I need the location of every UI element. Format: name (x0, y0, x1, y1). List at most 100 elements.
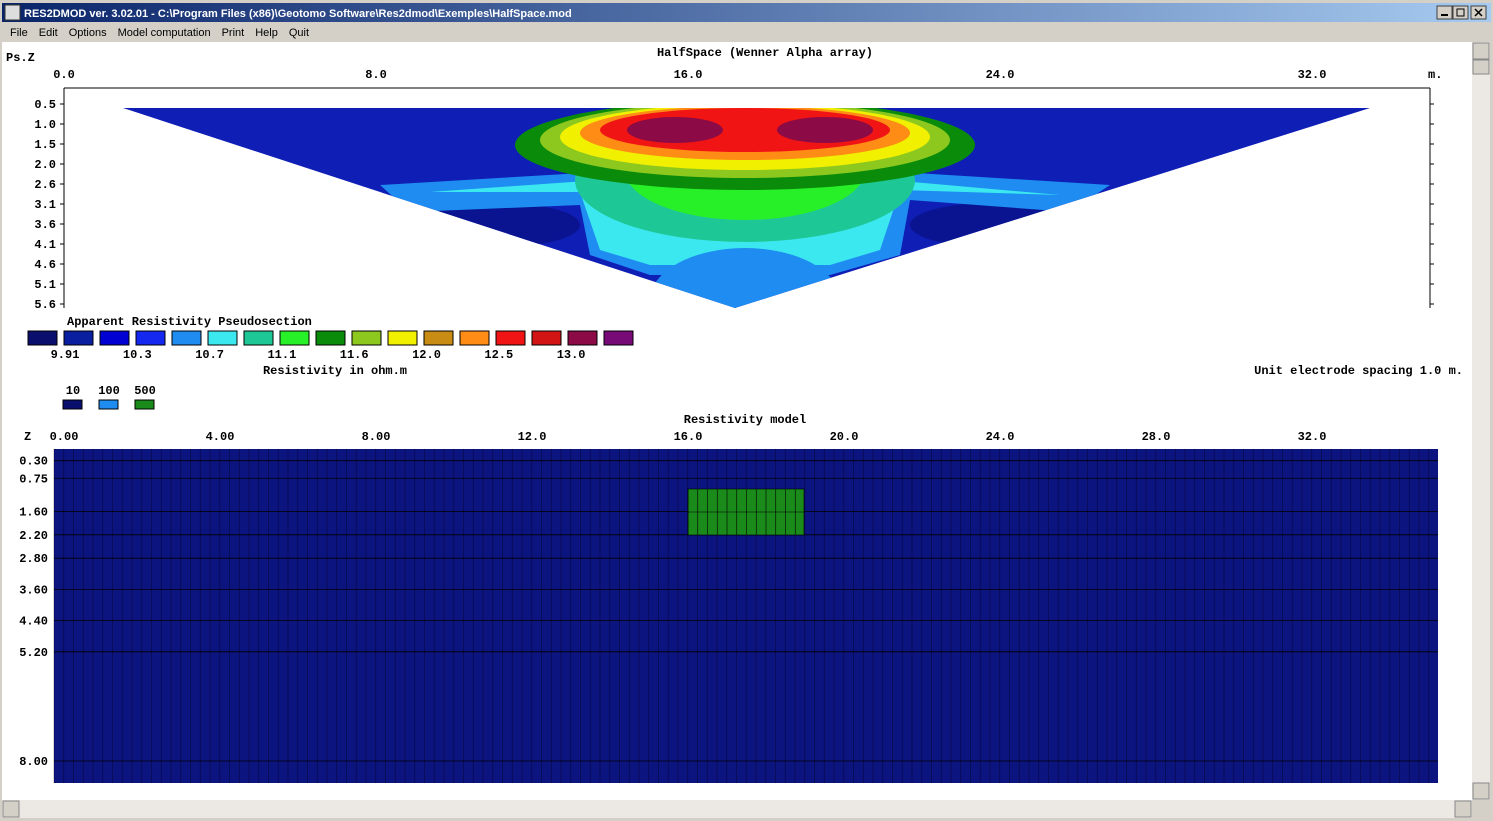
legend-label: 13.0 (557, 348, 586, 362)
unit-label: Resistivity in ohm.m (263, 364, 407, 378)
x-tick-label: 24.0 (986, 68, 1015, 82)
model-depth-tick-label: 2.80 (19, 552, 48, 566)
x-tick-label: 0.0 (53, 68, 75, 82)
scroll-right[interactable] (1454, 800, 1472, 818)
depth-tick-label: 2.0 (34, 158, 56, 172)
model-depth-tick-label: 3.60 (19, 583, 48, 597)
legend-swatch (27, 330, 58, 346)
legend-swatch (315, 330, 346, 346)
contour (777, 117, 873, 143)
model-x-tick-label: 32.0 (1298, 430, 1327, 444)
model-depth-tick-label: 8.00 (19, 755, 48, 769)
model-x-tick-label: 24.0 (986, 430, 1015, 444)
window-controls[interactable] (1436, 5, 1487, 20)
model-depth-tick-label: 4.40 (19, 615, 48, 629)
model-depth-tick-label: 2.20 (19, 529, 48, 543)
depth-tick-label: 0.5 (34, 98, 56, 112)
legend-swatch (99, 330, 130, 346)
contour (627, 117, 723, 143)
menu-item[interactable]: Model computation (118, 27, 211, 39)
vertical-scrollbar[interactable] (1472, 42, 1490, 800)
depth-tick-label: 5.1 (34, 278, 56, 292)
maximize-button[interactable] (1452, 5, 1469, 20)
model-depth-label: Z (24, 430, 31, 444)
legend-label: 10.7 (195, 348, 224, 362)
legend-label: 11.1 (267, 348, 296, 362)
depth-tick-label: 3.1 (34, 198, 56, 212)
menu-item[interactable]: Help (255, 27, 278, 39)
title-bar (2, 3, 1491, 22)
model-depth-tick-label: 0.30 (19, 455, 48, 469)
menu-item[interactable]: Print (222, 27, 245, 39)
legend-swatch (495, 330, 526, 346)
legend-label: 12.0 (412, 348, 441, 362)
minimize-button[interactable] (1436, 5, 1453, 20)
depth-tick-label: 1.5 (34, 138, 56, 152)
model-x-tick-label: 8.00 (362, 430, 391, 444)
legend-swatch (531, 330, 562, 346)
pseudosection-title: HalfSpace (Wenner Alpha array) (657, 46, 873, 60)
legend-swatch (351, 330, 382, 346)
model-legend-label: 100 (98, 384, 120, 398)
x-tick-label: 8.0 (365, 68, 387, 82)
legend-label: 11.6 (340, 348, 369, 362)
depth-tick-label: 5.6 (34, 298, 56, 312)
model-depth-tick-label: 1.60 (19, 505, 48, 519)
legend-label: 12.5 (484, 348, 513, 362)
legend-swatch (171, 330, 202, 346)
spacing-note: Unit electrode spacing 1.0 m. (1254, 364, 1463, 378)
model-x-tick-label: 28.0 (1142, 430, 1171, 444)
scroll-thumb[interactable] (1472, 59, 1490, 75)
legend-swatch (63, 330, 94, 346)
x-tick-label: 16.0 (674, 68, 703, 82)
legend-swatch (279, 330, 310, 346)
menu-item[interactable]: Options (69, 27, 107, 39)
model-legend-swatch (62, 399, 83, 410)
legend-label: 10.3 (123, 348, 152, 362)
model-x-tick-label: 12.0 (518, 430, 547, 444)
model-legend-swatch (98, 399, 119, 410)
legend-swatch (603, 330, 634, 346)
icon (1456, 8, 1465, 17)
x-unit: m. (1428, 68, 1442, 82)
model-legend-label: 500 (134, 384, 156, 398)
legend-swatch (135, 330, 166, 346)
menu-item[interactable]: File (10, 27, 28, 39)
depth-tick-label: 2.6 (34, 178, 56, 192)
model-legend-label: 10 (66, 384, 80, 398)
legend-swatch (387, 330, 418, 346)
app-icon (4, 4, 21, 21)
scroll-up[interactable] (1472, 42, 1490, 60)
depth-tick-label: 3.6 (34, 218, 56, 232)
legend-swatch (207, 330, 238, 346)
x-tick-label: 32.0 (1298, 68, 1327, 82)
window-title: RES2DMOD ver. 3.02.01 - C:\Program Files… (24, 8, 572, 20)
scroll-down[interactable] (1472, 782, 1490, 800)
depth-label: Ps.Z (6, 51, 35, 65)
legend-swatch (567, 330, 598, 346)
depth-tick-label: 4.6 (34, 258, 56, 272)
legend-swatch (459, 330, 490, 346)
model-depth-tick-label: 0.75 (19, 472, 48, 486)
legend-swatch (243, 330, 274, 346)
model-legend-swatch (134, 399, 155, 410)
pseudosection-contours (123, 108, 1370, 308)
model-cells (53, 449, 1438, 783)
horizontal-scrollbar[interactable] (2, 800, 1472, 818)
scroll-left[interactable] (2, 800, 20, 818)
model-x-tick-label: 20.0 (830, 430, 859, 444)
menu-bar: File Edit Options Model computation Print Hel… (10, 27, 309, 39)
model-depth-tick-label: 5.20 (19, 646, 48, 660)
legend-swatch (423, 330, 454, 346)
model-x-tick-label: 4.00 (206, 430, 235, 444)
depth-tick-label: 1.0 (34, 118, 56, 132)
menu-item[interactable]: Quit (289, 27, 309, 39)
legend-label: 9.91 (51, 348, 80, 362)
legend-title: Apparent Resistivity Pseudosection (67, 315, 312, 329)
menu-item[interactable]: Edit (39, 27, 58, 39)
icon (1474, 8, 1483, 17)
model-x-tick-label: 16.0 (674, 430, 703, 444)
model-x-tick-label: 0.00 (50, 430, 79, 444)
